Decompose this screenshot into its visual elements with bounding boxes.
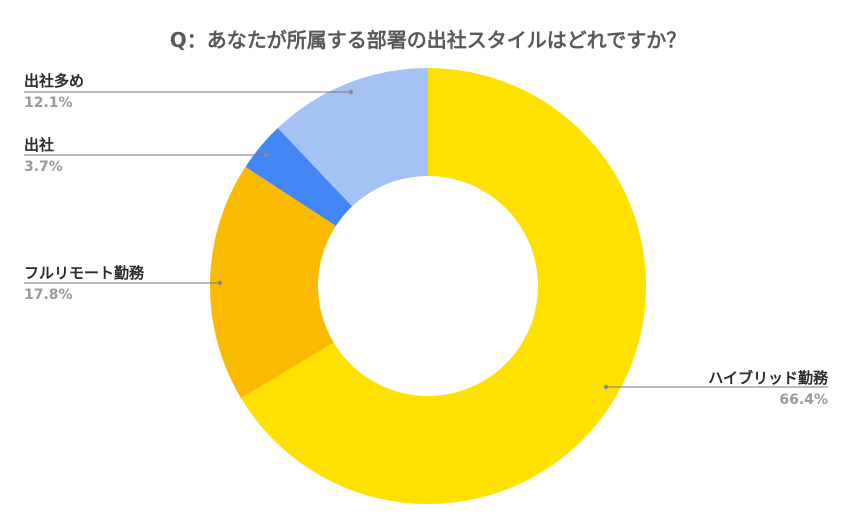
leader-dot [217, 280, 223, 286]
donut-slice-2 [210, 166, 336, 399]
slice-label-name: フルリモート勤務 [24, 264, 145, 282]
donut-slice-4 [277, 68, 428, 207]
slice-label-value: 3.7% [24, 159, 63, 175]
leader-dot [263, 152, 269, 158]
donut-slice-3 [245, 128, 353, 226]
leader-dot [603, 384, 609, 390]
slice-labels: ハイブリッド勤務 66.4% フルリモート勤務 17.8% 出社 3.7% 出社多め 12.1… [24, 72, 829, 408]
slice-label-value: 17.8% [24, 287, 73, 303]
leader-dot [348, 89, 354, 95]
donut-slice-1 [241, 68, 646, 505]
donut-slices [210, 68, 646, 505]
slice-label-value: 66.4% [779, 392, 828, 408]
chart-title: Q：あなたが所属する部署の出社スタイルはどれですか？ [170, 28, 686, 52]
slice-label-name: 出社多め [24, 72, 84, 90]
slice-label-value: 12.1% [24, 95, 73, 111]
slice-label-name: ハイブリッド勤務 [708, 369, 829, 387]
slice-label-name: 出社 [24, 136, 54, 154]
